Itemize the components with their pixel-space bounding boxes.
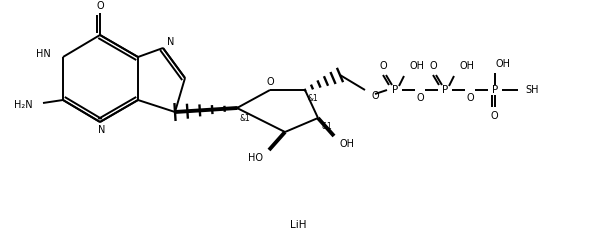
Text: O: O bbox=[96, 1, 104, 11]
Text: O: O bbox=[416, 93, 424, 103]
Text: LiH: LiH bbox=[290, 220, 306, 230]
Text: HO: HO bbox=[248, 153, 263, 163]
Text: OH: OH bbox=[496, 59, 511, 69]
Text: N: N bbox=[167, 37, 175, 47]
Text: O: O bbox=[490, 111, 498, 121]
Text: O: O bbox=[379, 61, 387, 71]
Text: OH: OH bbox=[340, 139, 355, 149]
Text: N: N bbox=[98, 125, 105, 135]
Text: HN: HN bbox=[36, 49, 51, 59]
Text: O: O bbox=[371, 91, 378, 101]
Text: O: O bbox=[466, 93, 474, 103]
Text: &1: &1 bbox=[308, 94, 319, 103]
Text: P: P bbox=[492, 85, 498, 95]
Text: SH: SH bbox=[525, 85, 539, 95]
Text: P: P bbox=[392, 85, 398, 95]
Text: O: O bbox=[266, 77, 274, 87]
Text: &1: &1 bbox=[321, 122, 332, 130]
Text: O: O bbox=[429, 61, 437, 71]
Text: P: P bbox=[442, 85, 448, 95]
Text: &1: &1 bbox=[240, 113, 251, 122]
Text: H₂N: H₂N bbox=[14, 100, 33, 110]
Text: OH: OH bbox=[409, 61, 424, 71]
Text: OH: OH bbox=[459, 61, 474, 71]
